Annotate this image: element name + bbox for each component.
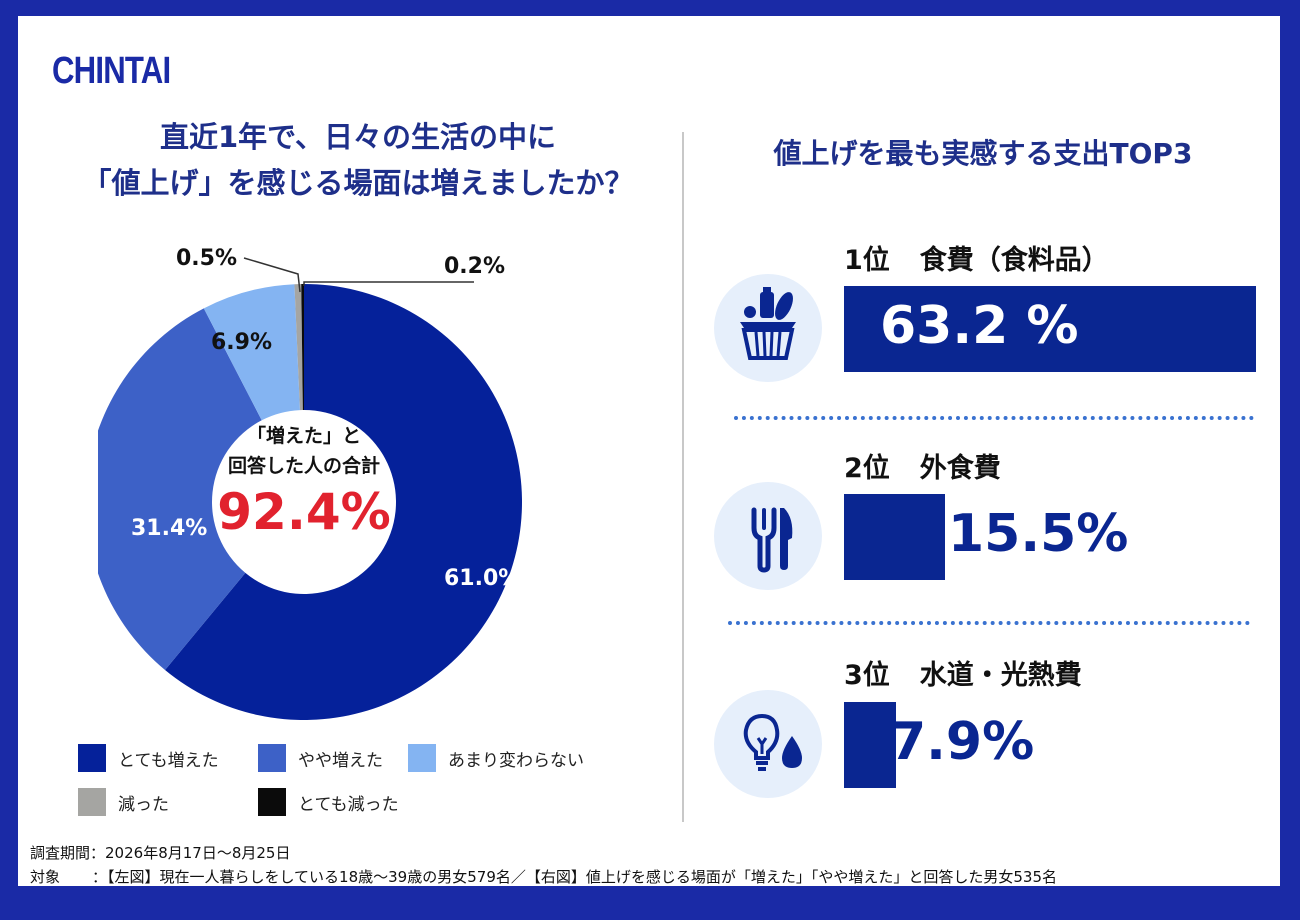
lightbulb-water-drop-icon	[743, 713, 802, 771]
rank2-number: 2位	[844, 453, 890, 484]
leader-line-very-decreased	[303, 281, 474, 286]
rank2-heading: 2位 外食費	[844, 446, 1001, 485]
donut-chart	[98, 257, 522, 720]
legend-swatch	[78, 788, 106, 816]
survey-target-label: 対象	[30, 868, 61, 886]
grocery-basket-icon	[740, 287, 796, 360]
legend-item-decreased: 減った	[78, 788, 169, 816]
rank1-number: 1位	[844, 245, 890, 276]
lightbulb-water-drop-icon-bg	[714, 690, 822, 798]
rank1-category: 食費（食料品）	[919, 245, 1109, 276]
chintai-logo: CHINTAI	[52, 50, 171, 92]
rank3-heading: 3位 水道・光熱費	[844, 653, 1082, 692]
donut-pct-label: 61.0%	[444, 566, 521, 591]
center-text-line2: 回答した人の合計	[227, 455, 380, 477]
legend-label: 減った	[118, 794, 169, 815]
survey-target: 対象 ：【左図】現在一人暮らしをしている18歳〜39歳の男女579名／【右図】値上…	[30, 866, 1057, 887]
infographic-card: CHINTAI 直近1年で、日々の生活の中に 「値上げ」を感じる場面は増えました…	[18, 16, 1280, 886]
survey-target-value: ：【左図】現在一人暮らしをしている18歳〜39歳の男女579名／【右図】値上げを…	[92, 868, 1057, 886]
donut-slice	[301, 284, 304, 411]
rank1-bar	[844, 286, 1256, 372]
legend-swatch	[258, 744, 286, 772]
fork-knife-icon	[751, 507, 793, 573]
dotted-divider-2	[728, 621, 1250, 625]
legend-swatch	[258, 788, 286, 816]
fork-knife-icon-bg	[714, 482, 822, 590]
rank3-number: 3位	[844, 660, 890, 691]
rank2-category: 外食費	[919, 453, 1001, 484]
vertical-divider	[682, 132, 684, 822]
legend-label: とても増えた	[118, 750, 219, 771]
donut-slice	[203, 284, 300, 421]
grocery-basket-icon-bg	[714, 274, 822, 382]
rank2-value: 15.5%	[948, 504, 1129, 564]
left-chart-title: 直近1年で、日々の生活の中に 「値上げ」を感じる場面は増えましたか？	[18, 114, 698, 206]
rank3-bar	[844, 702, 896, 788]
legend-item-no-change: あまり変わらない	[408, 744, 584, 772]
legend-item-somewhat-increased: やや増えた	[258, 744, 383, 772]
legend-swatch	[78, 744, 106, 772]
legend-item-very-decreased: とても減った	[258, 788, 399, 816]
legend-item-very-increased: とても増えた	[78, 744, 219, 772]
right-chart-title: 値上げを最も実感する支出TOP3	[773, 137, 1193, 170]
left-title-line2: 「値上げ」を感じる場面は増えましたか？	[82, 166, 634, 200]
rank3-value: 7.9%	[890, 712, 1035, 772]
survey-period: 調査期間：2026年8月17日〜8月25日	[30, 842, 290, 863]
rank3-category: 水道・光熱費	[919, 660, 1082, 691]
survey-period-label: 調査期間：	[30, 844, 106, 862]
donut-pct-label: 6.9%	[211, 330, 273, 355]
left-title-line1: 直近1年で、日々の生活の中に	[159, 120, 557, 154]
donut-center-text: 「増えた」と 回答した人の合計 92.4%	[194, 421, 414, 543]
rank1-value: 63.2 %	[880, 296, 1079, 356]
rank1-heading: 1位 食費（食料品）	[844, 238, 1109, 277]
donut-pct-label: 31.4%	[131, 516, 208, 541]
legend-label: とても減った	[298, 794, 399, 815]
donut-slice	[98, 308, 262, 670]
center-total-value: 92.4%	[217, 483, 391, 541]
donut-pct-label: 0.5%	[176, 246, 238, 271]
survey-period-value: 2026年8月17日〜8月25日	[105, 844, 291, 862]
rank2-bar	[844, 494, 945, 580]
legend-label: あまり変わらない	[448, 750, 584, 771]
donut-pct-label: 0.2%	[444, 254, 506, 279]
center-text-line1: 「増えた」と	[246, 425, 361, 447]
donut-slice	[294, 284, 303, 411]
legend-swatch	[408, 744, 436, 772]
dotted-divider-1	[734, 416, 1254, 420]
leader-line-decreased	[243, 257, 301, 293]
legend-label: やや増えた	[298, 750, 383, 771]
donut-slice	[165, 284, 522, 720]
